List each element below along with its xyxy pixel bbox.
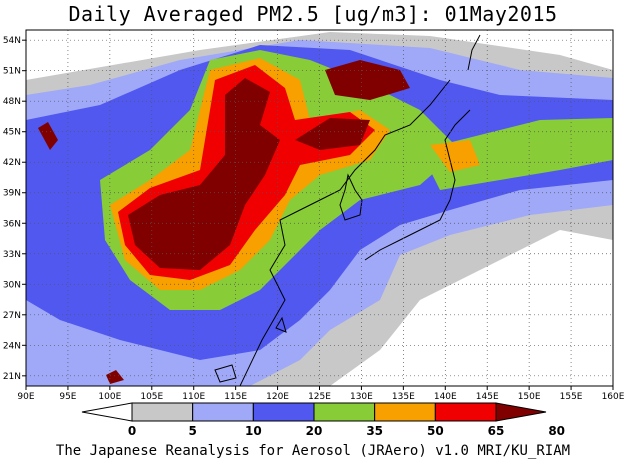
x-tick-label: 160E xyxy=(602,392,625,402)
y-tick-label: 36N xyxy=(3,219,21,229)
graticule xyxy=(26,30,613,386)
x-tick-label: 150E xyxy=(518,392,541,402)
x-tick-label: 110E xyxy=(182,392,205,402)
x-tick-label: 95E xyxy=(59,392,76,402)
concentration-field xyxy=(26,30,613,386)
longitude-axis: 90E 95E 100E 105E 110E 115E 120E 125E 130E 135E 14… xyxy=(17,386,625,402)
colorbar-swatch xyxy=(252,402,315,422)
latitude-axis: 21N 24N 27N 30N 33N 36N 39N 42N 45N 48N 51N 54N xyxy=(3,36,26,382)
y-tick-label: 30N xyxy=(3,280,21,290)
colorbar-swatch xyxy=(131,402,194,422)
colorbar-label: 20 xyxy=(306,424,323,438)
x-tick-label: 125E xyxy=(308,392,331,402)
colorbar: 0 5 10 20 35 50 65 80 xyxy=(81,402,565,438)
x-tick-label: 105E xyxy=(140,392,163,402)
map-title: Daily Averaged PM2.5 [ug/m3]: 01May2015 xyxy=(68,2,558,26)
y-tick-label: 42N xyxy=(3,158,21,168)
y-tick-label: 39N xyxy=(3,189,21,199)
colorbar-swatch xyxy=(374,402,436,422)
colorbar-label: 65 xyxy=(488,424,505,438)
y-tick-label: 48N xyxy=(3,97,21,107)
colorbar-label: 0 xyxy=(128,424,136,438)
colorbar-swatch xyxy=(192,402,254,422)
y-tick-label: 45N xyxy=(3,128,21,138)
y-tick-label: 33N xyxy=(3,250,21,260)
x-tick-label: 145E xyxy=(476,392,499,402)
colorbar-label: 80 xyxy=(548,424,565,438)
colorbar-swatch-high xyxy=(495,402,547,422)
colorbar-swatch xyxy=(313,402,376,422)
x-tick-label: 155E xyxy=(560,392,583,402)
colorbar-swatch xyxy=(434,402,497,422)
x-tick-label: 120E xyxy=(266,392,289,402)
y-tick-label: 27N xyxy=(3,311,21,321)
x-tick-label: 115E xyxy=(224,392,247,402)
colorbar-label: 10 xyxy=(245,424,262,438)
y-tick-label: 54N xyxy=(3,36,21,46)
x-tick-label: 90E xyxy=(17,392,34,402)
colorbar-label: 35 xyxy=(366,424,383,438)
x-tick-label: 140E xyxy=(434,392,457,402)
y-tick-label: 21N xyxy=(3,372,21,382)
y-tick-label: 24N xyxy=(3,341,21,351)
colorbar-label: 50 xyxy=(427,424,444,438)
credit-line: The Japanese Reanalysis for Aerosol (JRA… xyxy=(55,443,571,459)
x-tick-label: 130E xyxy=(350,392,373,402)
colorbar-swatch-low xyxy=(81,402,133,422)
y-tick-label: 51N xyxy=(3,67,21,77)
x-tick-label: 100E xyxy=(98,392,121,402)
colorbar-label: 5 xyxy=(188,424,196,438)
x-tick-label: 135E xyxy=(392,392,415,402)
